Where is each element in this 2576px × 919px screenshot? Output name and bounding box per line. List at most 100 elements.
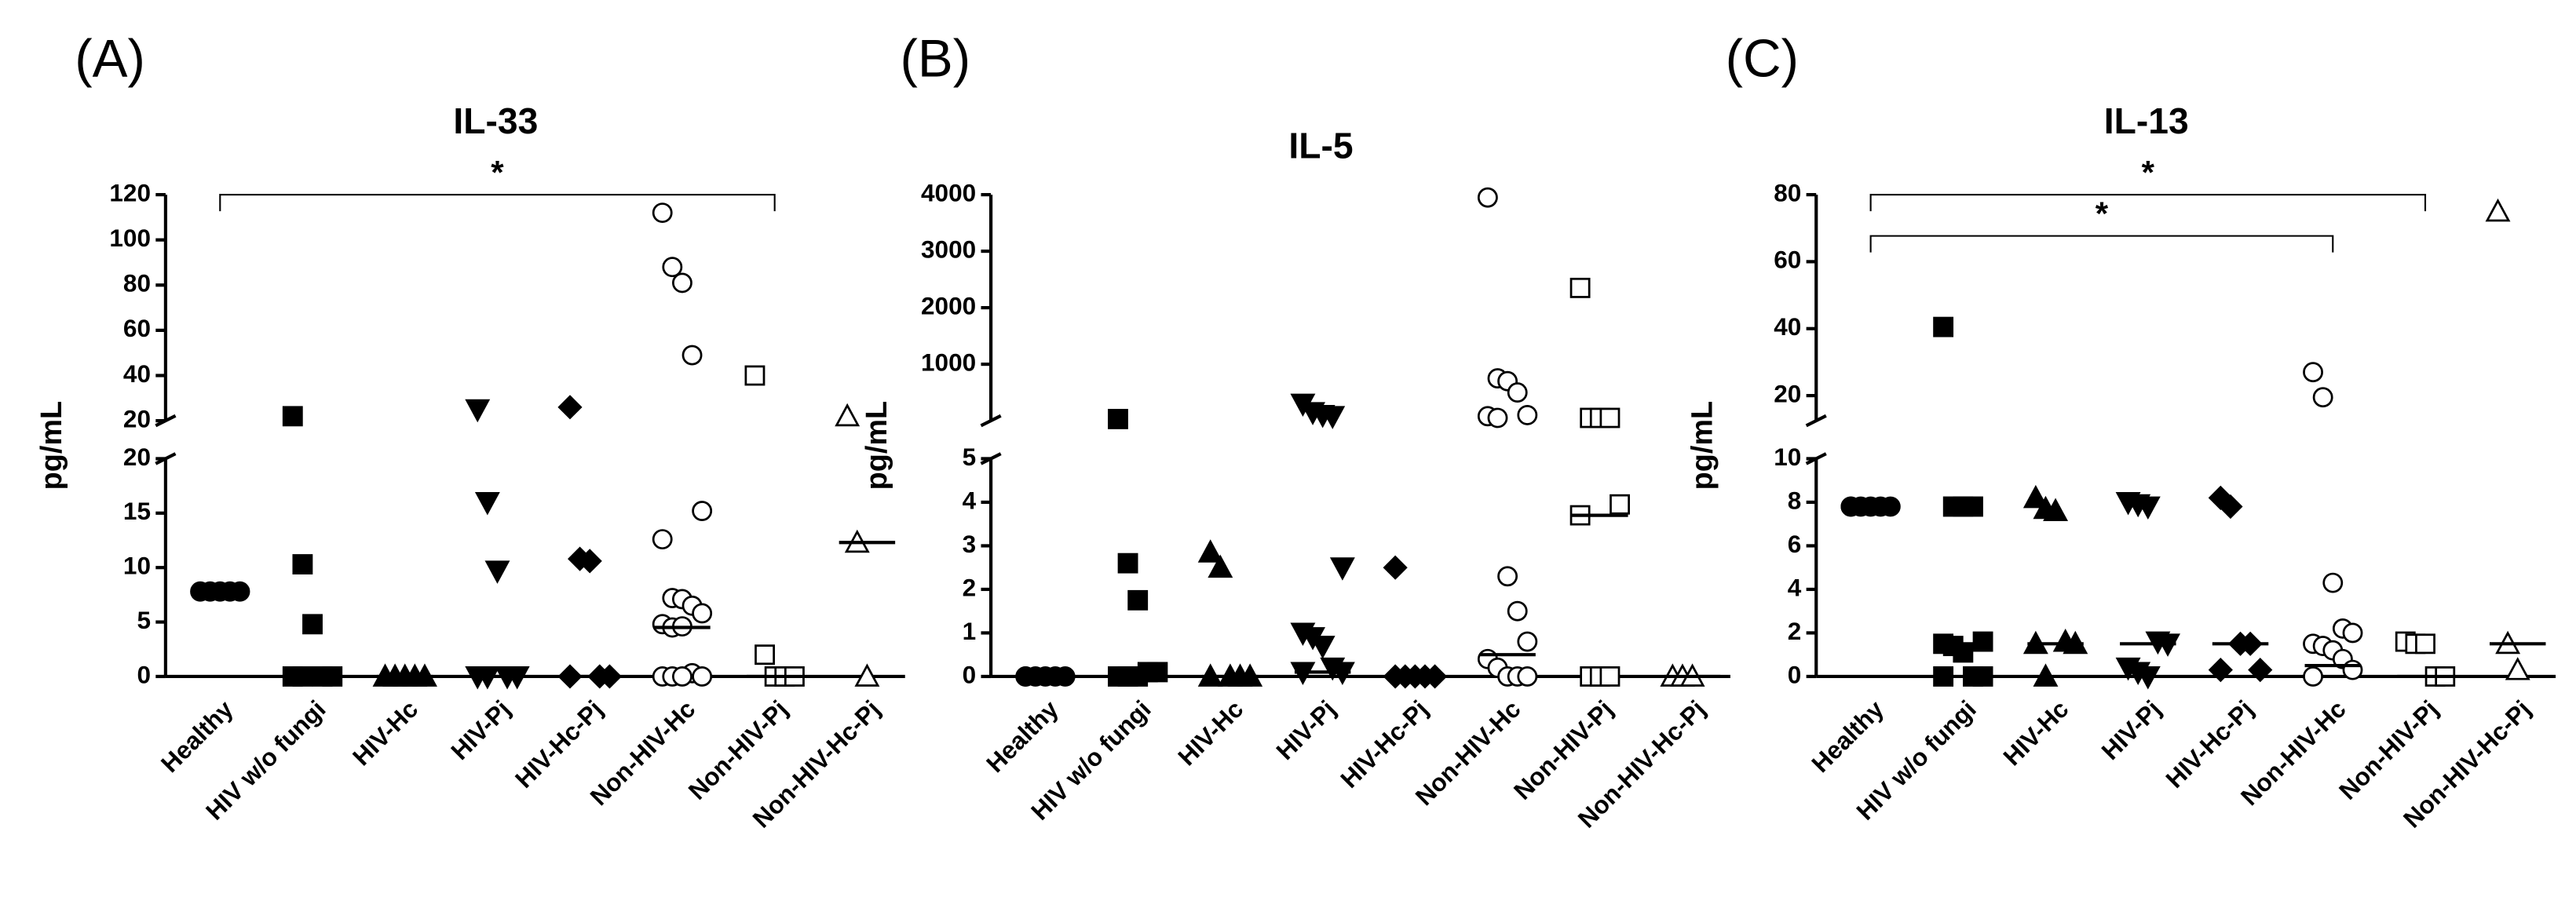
chart-title: IL-5 [1288,125,1353,166]
data-point [2342,659,2363,680]
panel-label: (A) [75,30,145,89]
y-tick-label: 8 [1788,486,1802,514]
y-tick-label: 20 [1774,379,1801,407]
data-point [1933,666,1954,687]
y-tick-label: 6 [1788,530,1802,558]
x-tick-label: HIV-Hc-Pj [1335,695,1434,793]
significance-bracket [219,194,776,212]
chart-title: IL-13 [2104,100,2189,141]
data-point [1972,631,1993,652]
data-point [672,666,692,687]
y-tick-label: 4 [1788,573,1802,601]
data-point [692,501,713,521]
data-point [1517,631,1538,652]
data-point [2218,494,2243,520]
data-point [1310,636,1336,659]
y-tick-label: 40 [123,359,151,388]
x-tick-label: Healthy [155,695,239,778]
data-point [1477,187,1498,208]
data-point [2303,666,2323,687]
y-tick-label: 80 [123,269,151,297]
data-point [2485,198,2511,222]
data-point [474,492,500,516]
data-point [2303,362,2323,383]
data-point [2415,633,2435,655]
data-point [2043,498,2069,521]
y-tick-label: 1000 [921,348,976,376]
y-tick-label: 0 [1788,660,1802,688]
y-tick-label: 5 [963,443,977,471]
data-point [1208,554,1233,578]
data-point [1953,642,1974,663]
data-point [1507,600,1528,622]
y-tick-label: 20 [123,443,151,471]
panel-label: (C) [1726,30,1799,89]
x-tick-label: HIV-Hc [1172,695,1248,771]
y-tick-label: 4 [963,486,977,514]
data-point [2208,658,2233,683]
y-tick-label: 2 [963,573,977,601]
y-tick-label: 80 [1774,178,1801,206]
axis-break [980,414,1002,428]
y-tick-label: 120 [109,178,151,206]
x-tick-label: HIV-Pj [2096,695,2166,765]
data-point [1972,666,1993,687]
data-point [692,666,713,687]
data-point [744,365,765,386]
significance-bracket [1869,194,2427,212]
data-point [1599,407,1621,429]
data-point [2248,658,2273,683]
data-point [1320,406,1346,429]
y-tick-label: 40 [1774,312,1801,341]
x-tick-label: HIV-Pj [445,695,516,765]
y-tick-label: 0 [137,660,151,688]
data-point [1610,494,1630,515]
y-tick-label: 20 [123,404,151,432]
y-tick-label: 15 [123,497,151,525]
data-point [1127,666,1149,687]
data-point [1329,557,1355,581]
significance-bracket [1869,235,2334,253]
panel: (B) IL-5 pg/mL 0 1 2 3 4 5 1000 2000 3000 4000 Health… [860,30,1730,833]
x-tick-label: HIV-Hc [1997,695,2074,771]
data-point [681,345,703,366]
y-axis-label: pg/mL [1686,401,1719,490]
data-point [2135,666,2161,690]
y-tick-label: 60 [1774,246,1801,274]
y-tick-label: 100 [109,224,151,252]
y-tick-label: 10 [1774,443,1801,471]
x-tick-label: Healthy [981,695,1064,778]
data-point [292,554,313,574]
y-tick-label: 60 [123,314,151,342]
data-point [302,614,323,635]
y-tick-label: 1 [963,617,977,645]
y-tick-label: 2 [1788,617,1802,645]
data-point [662,257,683,278]
significance-star: * [2096,195,2109,232]
data-point [1127,589,1149,611]
data-point [854,663,880,687]
data-point [1383,555,1408,580]
significance-star: * [2142,154,2155,191]
data-point [1517,404,1538,425]
data-point [484,560,510,584]
data-point [2342,622,2363,644]
y-axis-label: pg/mL [35,401,68,490]
significance-star: * [491,154,504,191]
data-point [672,272,692,294]
data-point [1117,552,1138,574]
data-point [2322,572,2344,593]
data-point [282,406,303,427]
data-point [577,549,602,574]
x-tick-label: HIV-Hc [347,695,423,771]
axis-break [1805,414,1827,428]
data-point [1599,666,1621,687]
y-tick-label: 5 [137,606,151,634]
data-point [2312,387,2333,408]
data-point [1517,666,1538,687]
data-point [557,395,583,420]
y-axis-label: pg/mL [860,401,893,490]
chart-title: IL-33 [453,100,538,141]
data-point [2505,657,2530,680]
